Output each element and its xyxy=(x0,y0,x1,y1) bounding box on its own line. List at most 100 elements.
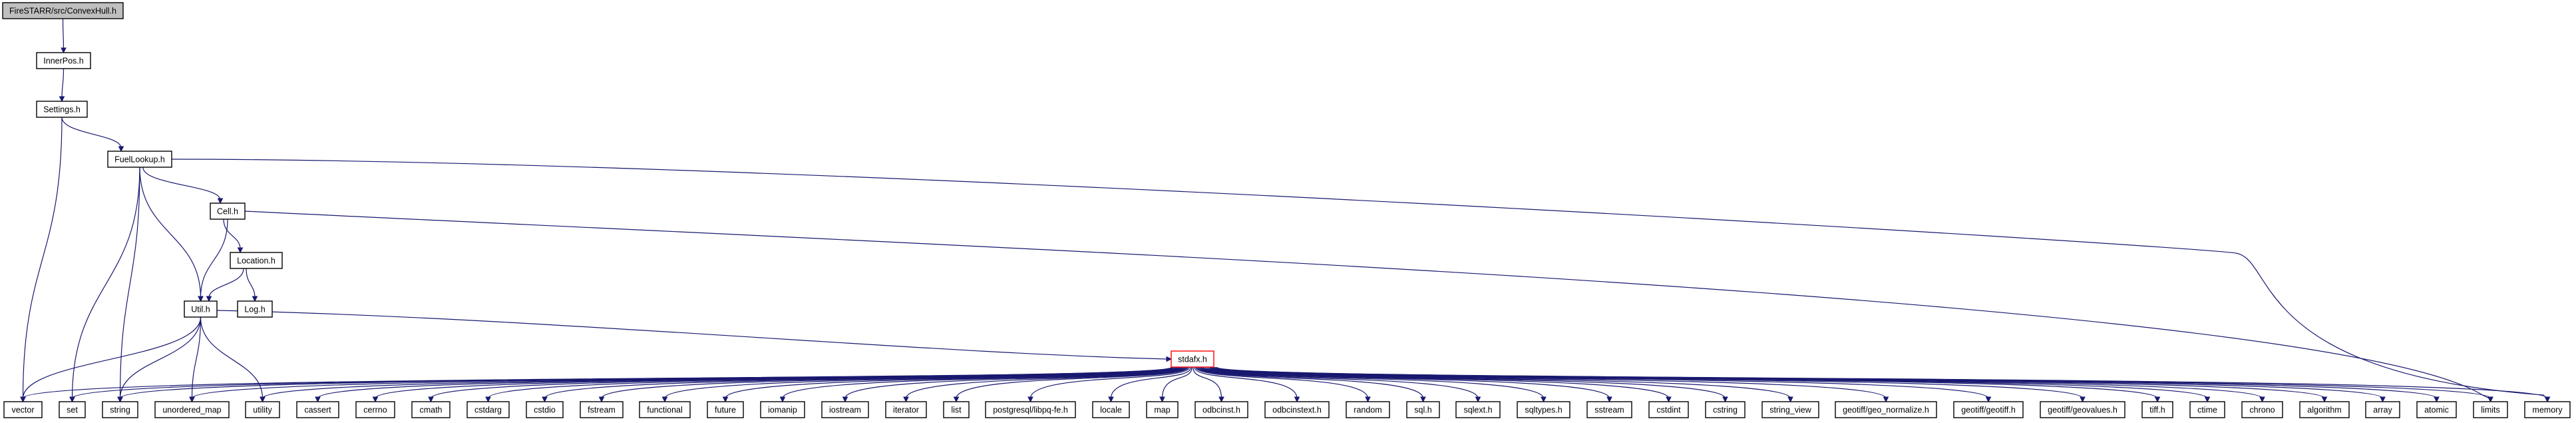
node-label-settings: Settings.h xyxy=(43,105,81,115)
arrowhead-stdafx-to-cstdarg xyxy=(485,396,491,403)
node-label-unordered_map: unordered_map xyxy=(162,406,221,415)
edge-stdafx-to-iomanip xyxy=(782,366,1186,399)
arrowhead-util-to-stdafx xyxy=(1166,356,1173,362)
node-sstream[interactable]: sstream xyxy=(1586,401,1632,418)
node-cmath[interactable]: cmath xyxy=(411,401,451,418)
node-sql[interactable]: sql.h xyxy=(1406,401,1440,418)
arrowhead-stdafx-to-cstdint xyxy=(1666,396,1672,403)
node-cell[interactable]: Cell.h xyxy=(210,203,246,220)
node-box-libpq xyxy=(985,401,1076,418)
node-libpq[interactable]: postgresql/libpq-fe.h xyxy=(985,401,1076,418)
node-odbcinst[interactable]: odbcinst.h xyxy=(1195,401,1248,418)
node-ctime[interactable]: ctime xyxy=(2189,401,2225,418)
node-geovalues[interactable]: geotiff/geovalues.h xyxy=(2040,401,2125,418)
node-geo_normalize[interactable]: geotiff/geo_normalize.h xyxy=(1835,401,1937,418)
node-label-string: string xyxy=(110,406,130,415)
node-box-utility xyxy=(245,401,280,418)
node-util[interactable]: Util.h xyxy=(184,300,218,318)
node-cstdarg[interactable]: cstdarg xyxy=(466,401,510,418)
node-cstdio[interactable]: cstdio xyxy=(526,401,564,418)
node-cerrno[interactable]: cerrno xyxy=(355,401,395,418)
edge-location-to-util xyxy=(208,268,244,298)
node-sqltypes[interactable]: sqltypes.h xyxy=(1517,401,1570,418)
arrowhead-stdafx-to-cmath xyxy=(428,396,434,403)
node-box-atomic xyxy=(2416,401,2457,418)
node-cassert[interactable]: cassert xyxy=(296,401,339,418)
node-label-algorithm: algorithm xyxy=(2307,406,2341,415)
edges-layer xyxy=(20,18,2551,403)
arrowhead-stdafx-to-array xyxy=(2380,396,2386,403)
node-array[interactable]: array xyxy=(2365,401,2400,418)
edge-stdafx-to-sstream xyxy=(1199,366,1610,399)
node-label-geovalues: geotiff/geovalues.h xyxy=(2048,406,2117,415)
node-list[interactable]: list xyxy=(943,401,970,418)
node-box-sstream xyxy=(1586,401,1632,418)
edge-stdafx-to-sqltypes xyxy=(1198,366,1545,399)
node-iostream[interactable]: iostream xyxy=(821,401,869,418)
node-locale[interactable]: locale xyxy=(1092,401,1130,418)
node-unordered_map[interactable]: unordered_map xyxy=(154,401,230,418)
node-box-cassert xyxy=(296,401,339,418)
node-box-algorithm xyxy=(2299,401,2350,418)
node-settings[interactable]: Settings.h xyxy=(36,101,88,118)
node-box-cstdint xyxy=(1648,401,1689,418)
node-chrono[interactable]: chrono xyxy=(2241,401,2283,418)
arrowhead-stdafx-to-unordered_map xyxy=(189,396,195,403)
node-box-cstdarg xyxy=(466,401,510,418)
node-functional[interactable]: functional xyxy=(639,401,691,418)
node-map[interactable]: map xyxy=(1146,401,1179,418)
node-atomic[interactable]: atomic xyxy=(2416,401,2457,418)
node-vector[interactable]: vector xyxy=(3,401,43,418)
node-memory[interactable]: memory xyxy=(2524,401,2571,418)
node-label-random: random xyxy=(1354,406,1381,415)
edge-stdafx-to-map xyxy=(1161,366,1193,399)
node-box-stdafx xyxy=(1171,350,1214,368)
edge-fuellookup-to-cell xyxy=(142,167,221,201)
arrowhead-stdafx-to-geotiff xyxy=(1985,396,1992,403)
node-fstream[interactable]: fstream xyxy=(580,401,624,418)
node-odbcinstext[interactable]: odbcinstext.h xyxy=(1264,401,1330,418)
node-cstdint[interactable]: cstdint xyxy=(1648,401,1689,418)
node-set[interactable]: set xyxy=(59,401,86,418)
node-box-geovalues xyxy=(2040,401,2125,418)
node-location[interactable]: Location.h xyxy=(230,252,283,269)
node-label-libpq: postgresql/libpq-fe.h xyxy=(993,406,1068,415)
node-iomanip[interactable]: iomanip xyxy=(760,401,805,418)
node-innerpos[interactable]: InnerPos.h xyxy=(36,52,91,69)
node-sqlext[interactable]: sqlext.h xyxy=(1455,401,1501,418)
node-box-future xyxy=(707,401,744,418)
node-label-geo_normalize: geotiff/geo_normalize.h xyxy=(1843,406,1929,415)
node-geotiff[interactable]: geotiff/geotiff.h xyxy=(1953,401,2024,418)
node-stdafx[interactable]: stdafx.h xyxy=(1171,350,1214,368)
node-string_view[interactable]: string_view xyxy=(1761,401,1819,418)
node-box-limits xyxy=(2473,401,2508,418)
node-box-log xyxy=(237,300,273,318)
arrowhead-cell-to-util xyxy=(198,296,204,302)
edge-innerpos-to-settings xyxy=(61,68,65,99)
node-label-cerrno: cerrno xyxy=(363,406,387,415)
node-cstring[interactable]: cstring xyxy=(1705,401,1746,418)
node-iterator[interactable]: iterator xyxy=(885,401,927,418)
node-tiff[interactable]: tiff.h xyxy=(2141,401,2173,418)
node-box-map xyxy=(1146,401,1179,418)
node-label-iterator: iterator xyxy=(893,406,919,415)
node-box-odbcinstext xyxy=(1264,401,1330,418)
node-random[interactable]: random xyxy=(1346,401,1390,418)
node-utility[interactable]: utility xyxy=(245,401,280,418)
arrowhead-stdafx-to-cerrno xyxy=(372,396,379,403)
arrowhead-stdafx-to-odbcinst xyxy=(1218,396,1224,403)
node-fuellookup[interactable]: FuelLookup.h xyxy=(107,151,172,168)
node-string[interactable]: string xyxy=(102,401,138,418)
node-log[interactable]: Log.h xyxy=(237,300,273,318)
edge-stdafx-to-string_view xyxy=(1202,366,1791,399)
node-label-sstream: sstream xyxy=(1594,406,1624,415)
edge-cell-to-util xyxy=(200,218,228,298)
node-label-map: map xyxy=(1154,406,1170,415)
node-future[interactable]: future xyxy=(707,401,744,418)
arrowhead-stdafx-to-string xyxy=(117,396,123,403)
edge-stdafx-to-libpq xyxy=(1029,366,1191,399)
node-limits[interactable]: limits xyxy=(2473,401,2508,418)
node-algorithm[interactable]: algorithm xyxy=(2299,401,2350,418)
arrowhead-innerpos-to-settings xyxy=(59,96,65,103)
node-label-fstream: fstream xyxy=(588,406,616,415)
